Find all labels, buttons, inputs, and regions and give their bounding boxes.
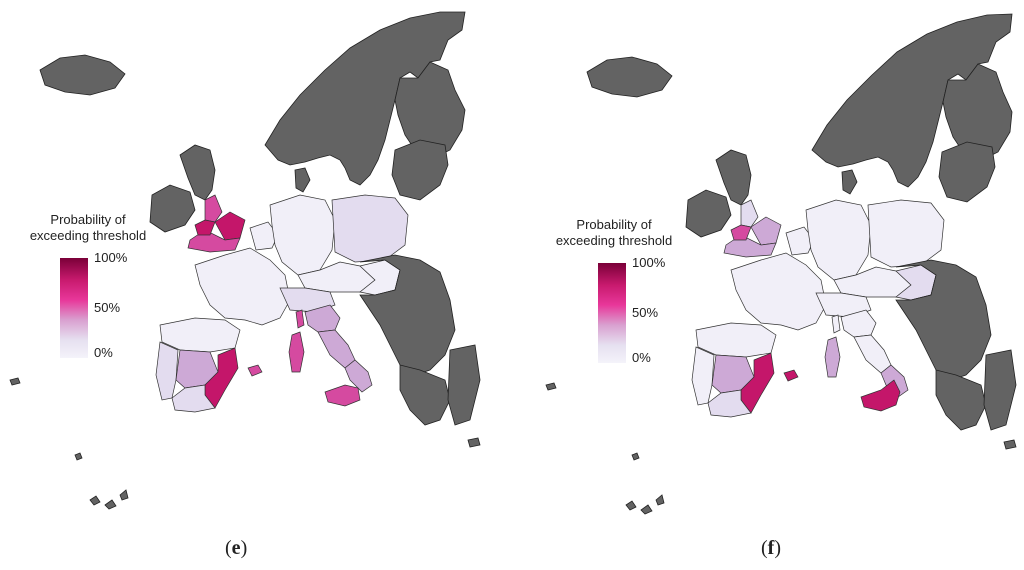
region-finland bbox=[394, 61, 466, 161]
region-spain-south bbox=[707, 389, 752, 418]
legend-tick-min: 0% bbox=[632, 350, 651, 365]
region-baltics bbox=[391, 139, 449, 201]
region-spain-north bbox=[695, 322, 777, 358]
region-turkey-edge bbox=[447, 344, 481, 426]
region-greece bbox=[935, 369, 987, 431]
region-germany bbox=[805, 199, 872, 281]
region-portugal bbox=[691, 346, 715, 406]
legend-tick-mid: 50% bbox=[632, 305, 659, 320]
region-cyprus bbox=[1003, 439, 1017, 450]
region-denmark bbox=[841, 169, 858, 195]
region-canaries bbox=[625, 494, 665, 515]
region-cyprus bbox=[467, 437, 481, 448]
region-ireland bbox=[685, 189, 732, 238]
legend-title-line2: exceeding threshold bbox=[555, 233, 673, 248]
region-italy-south bbox=[344, 359, 373, 393]
region-france bbox=[194, 247, 291, 326]
legend-tick-min: 0% bbox=[94, 345, 113, 360]
region-sardinia bbox=[824, 336, 841, 378]
region-england-east bbox=[214, 211, 246, 241]
region-portugal bbox=[155, 341, 179, 401]
region-canaries bbox=[89, 489, 129, 510]
region-poland bbox=[331, 194, 409, 263]
caption-e: (e) bbox=[225, 537, 248, 559]
region-scotland bbox=[179, 144, 216, 201]
legend-title-line1: Probability of bbox=[576, 217, 652, 232]
legend-tick-max: 100% bbox=[94, 250, 128, 265]
region-poland bbox=[867, 199, 945, 268]
region-england-north bbox=[204, 194, 223, 223]
region-balearic bbox=[783, 369, 799, 382]
legend-e: Probability of exceeding threshold 100% … bbox=[28, 212, 148, 360]
region-scotland bbox=[715, 149, 752, 206]
region-madeira bbox=[631, 452, 640, 461]
region-denmark bbox=[294, 167, 311, 193]
region-ireland bbox=[149, 184, 196, 233]
region-turkey-edge bbox=[983, 349, 1017, 431]
region-azores bbox=[545, 382, 557, 391]
region-england-east bbox=[750, 216, 782, 246]
region-corsica bbox=[831, 314, 841, 334]
legend-title-line1: Probability of bbox=[50, 212, 126, 227]
region-greece bbox=[399, 364, 451, 426]
legend-f: Probability of exceeding threshold 100% … bbox=[554, 217, 674, 365]
region-finland bbox=[942, 63, 1013, 163]
region-iceland bbox=[586, 56, 673, 98]
region-wales bbox=[730, 224, 752, 241]
region-germany bbox=[269, 194, 336, 276]
legend-gradient bbox=[60, 258, 88, 358]
region-spain-south bbox=[171, 384, 216, 413]
legend-tick-max: 100% bbox=[632, 255, 666, 270]
region-corsica bbox=[295, 309, 305, 329]
region-france bbox=[730, 252, 827, 331]
region-italy-central bbox=[317, 329, 356, 369]
region-balearic bbox=[247, 364, 263, 377]
legend-tick-mid: 50% bbox=[94, 300, 121, 315]
region-baltics bbox=[938, 141, 996, 203]
europe-map-f bbox=[545, 13, 1017, 515]
region-switzerland-north-italy bbox=[815, 292, 872, 318]
region-calabria-sicily bbox=[860, 379, 901, 412]
region-iceland bbox=[39, 54, 126, 96]
region-england-north bbox=[740, 199, 759, 228]
region-wales bbox=[194, 219, 216, 236]
region-azores bbox=[9, 377, 21, 386]
europe-map-e bbox=[9, 11, 481, 510]
map-panel-e: Probability of exceeding threshold 100% … bbox=[9, 11, 481, 559]
region-switzerland-north-italy bbox=[279, 287, 336, 313]
region-sardinia bbox=[288, 331, 305, 373]
legend-title-line2: exceeding threshold bbox=[29, 228, 147, 243]
legend-gradient bbox=[598, 263, 626, 363]
region-spain-north bbox=[159, 317, 241, 353]
map-panel-f: Probability of exceeding threshold 100% … bbox=[512, 0, 1024, 570]
region-italy-central bbox=[853, 334, 892, 374]
region-calabria-sicily bbox=[324, 384, 361, 407]
caption-f: (f) bbox=[761, 537, 782, 559]
region-madeira bbox=[74, 452, 83, 461]
